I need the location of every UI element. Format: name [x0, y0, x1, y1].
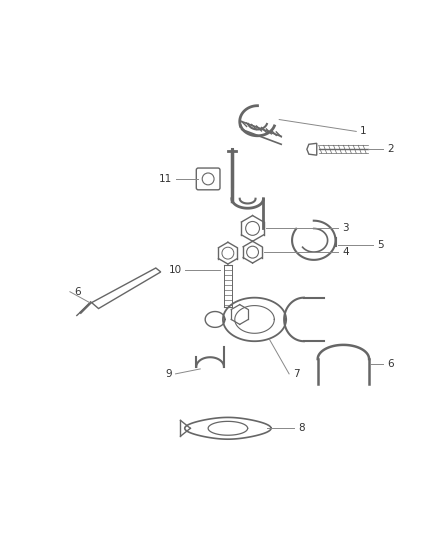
Text: 6: 6 — [74, 287, 81, 297]
Text: 6: 6 — [387, 359, 393, 369]
Text: 9: 9 — [165, 369, 172, 379]
Text: 1: 1 — [360, 126, 367, 136]
Text: 4: 4 — [343, 247, 349, 257]
Text: 8: 8 — [298, 423, 304, 433]
Text: 2: 2 — [387, 144, 393, 154]
Text: 5: 5 — [377, 240, 384, 250]
Text: 7: 7 — [293, 369, 300, 379]
Text: 10: 10 — [168, 265, 181, 275]
Text: 3: 3 — [343, 223, 349, 233]
Text: 11: 11 — [159, 174, 172, 184]
